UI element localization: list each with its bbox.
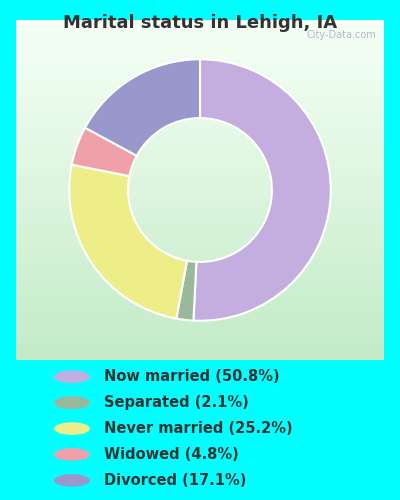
Text: Widowed (4.8%): Widowed (4.8%) [104,447,239,462]
Bar [16,122,384,128]
Bar [16,26,384,32]
Bar [16,309,384,314]
Bar [16,230,384,235]
Bar [16,100,384,105]
Bar [16,236,384,241]
Bar [16,246,384,252]
Bar [16,66,384,71]
Bar [16,20,384,26]
Bar [16,202,384,207]
Text: Divorced (17.1%): Divorced (17.1%) [104,473,246,488]
Bar [16,60,384,66]
Bar [16,156,384,162]
Bar [16,42,384,48]
Bar [16,110,384,116]
Bar [16,354,384,360]
Bar [16,320,384,326]
Bar [16,270,384,275]
Bar [16,190,384,196]
Bar [16,218,384,224]
Bar [16,258,384,264]
Bar [16,168,384,173]
Bar [16,105,384,110]
Bar [16,48,384,54]
Bar [16,76,384,82]
Bar [16,326,384,332]
Circle shape [54,474,90,486]
Text: Now married (50.8%): Now married (50.8%) [104,370,280,384]
Bar [16,144,384,150]
Bar [16,298,384,304]
Bar [16,134,384,139]
Bar [16,348,384,354]
Bar [16,338,384,343]
Bar [16,173,384,178]
Bar [16,139,384,144]
Circle shape [54,422,90,435]
Bar [16,275,384,280]
Bar [16,116,384,122]
Bar [16,196,384,202]
Circle shape [54,448,90,461]
Circle shape [54,396,90,409]
Bar [16,82,384,88]
Bar [16,252,384,258]
Bar [16,162,384,168]
Bar [16,280,384,286]
Bar [16,150,384,156]
Bar [16,37,384,43]
Bar [16,71,384,76]
Bar [16,332,384,338]
Bar [16,343,384,348]
Bar [16,32,384,37]
Bar [16,292,384,298]
Wedge shape [69,164,187,318]
Bar [16,178,384,184]
Circle shape [54,370,90,383]
Bar [16,128,384,134]
Bar [16,241,384,246]
Bar [16,224,384,230]
Bar [16,304,384,309]
Wedge shape [176,260,196,320]
Wedge shape [85,59,200,156]
Text: Marital status in Lehigh, IA: Marital status in Lehigh, IA [63,14,337,32]
Text: Never married (25.2%): Never married (25.2%) [104,421,293,436]
Text: Separated (2.1%): Separated (2.1%) [104,395,249,410]
Bar [16,54,384,60]
Bar [16,207,384,212]
Bar [16,184,384,190]
Bar [16,264,384,270]
Bar [16,212,384,218]
Wedge shape [194,59,331,321]
Wedge shape [72,128,137,176]
Text: City-Data.com: City-Data.com [307,30,377,40]
Bar [16,286,384,292]
Bar [16,94,384,100]
Bar [16,314,384,320]
Bar [16,88,384,94]
